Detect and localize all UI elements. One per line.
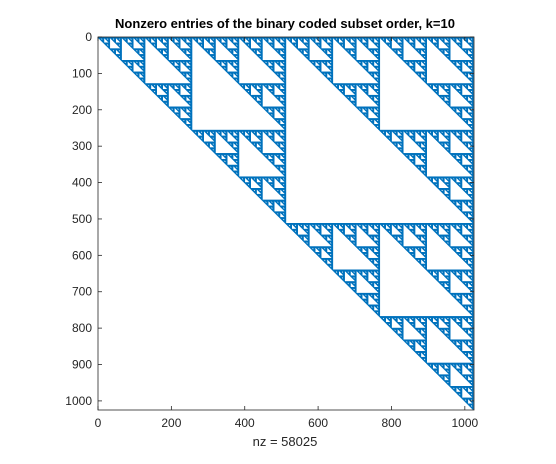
axes-box [97,36,475,411]
y-tick-label: 0 [85,30,92,44]
x-tick-label: 800 [381,416,401,430]
x-axis: 0 200 400 600 800 1000 [95,37,478,430]
y-axis: 0 100 200 300 400 500 600 700 800 900 1000 [65,30,474,408]
y-tick-label: 900 [72,358,92,372]
chart-title: Nonzero entries of the binary coded subs… [115,16,455,31]
y-tick-label: 700 [72,285,92,299]
y-tick-label: 400 [72,176,92,190]
y-tick-label: 1000 [65,394,92,408]
y-tick-label: 800 [72,321,92,335]
x-tick-label: 600 [308,416,328,430]
y-tick-label: 600 [72,248,92,262]
x-tick-label: 1000 [451,416,478,430]
y-tick-label: 500 [72,212,92,226]
y-tick-label: 200 [72,103,92,117]
x-tick-label: 400 [235,416,255,430]
y-tick-label: 300 [72,139,92,153]
y-tick-label: 100 [72,66,92,80]
x-tick-label: 200 [161,416,181,430]
nonzero-marks [98,37,474,410]
x-axis-label: nz = 58025 [253,434,318,449]
x-tick-label: 0 [95,416,102,430]
nonzero-pattern [98,37,474,410]
